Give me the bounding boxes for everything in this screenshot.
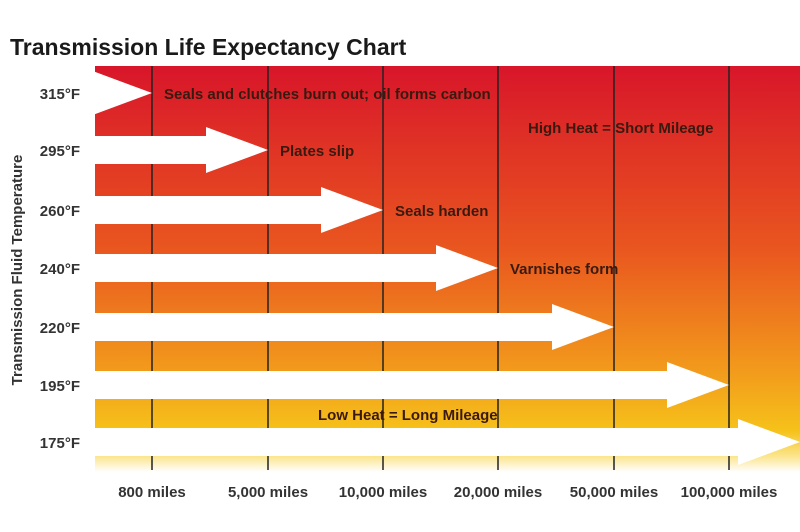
bar-arrow [95,187,383,233]
bar-arrow [90,70,152,116]
bar-label: Seals and clutches burn out; oil forms c… [164,86,491,103]
x-tick-label: 800 miles [118,484,186,501]
x-tick-label: 100,000 miles [681,484,778,501]
y-tick-label: 260°F [40,203,80,220]
bar-arrow [95,362,729,408]
x-tick-label: 50,000 miles [570,484,658,501]
y-tick-label: 240°F [40,261,80,278]
bar-arrow [95,304,614,350]
y-tick-label: 175°F [40,435,80,452]
y-tick-label: 315°F [40,86,80,103]
annotation-high-heat: High Heat = Short Mileage [528,120,713,137]
bar-arrow [95,127,268,173]
x-tick-label: 5,000 miles [228,484,308,501]
chart-title: Transmission Life Expectancy Chart [10,34,407,60]
annotation-low-heat: Low Heat = Long Mileage [318,407,498,424]
bar-label: Seals harden [395,203,488,220]
y-tick-label: 220°F [40,320,80,337]
x-tick-label: 20,000 miles [454,484,542,501]
y-tick-label: 295°F [40,143,80,160]
x-tick-label: 10,000 miles [339,484,427,501]
y-axis-label: Transmission Fluid Temperature [9,155,26,386]
bar-label: Varnishes form [510,261,618,278]
bar-arrow [95,245,498,291]
bar-label: Plates slip [280,143,354,160]
bar-arrow [95,419,800,465]
y-tick-label: 195°F [40,378,80,395]
